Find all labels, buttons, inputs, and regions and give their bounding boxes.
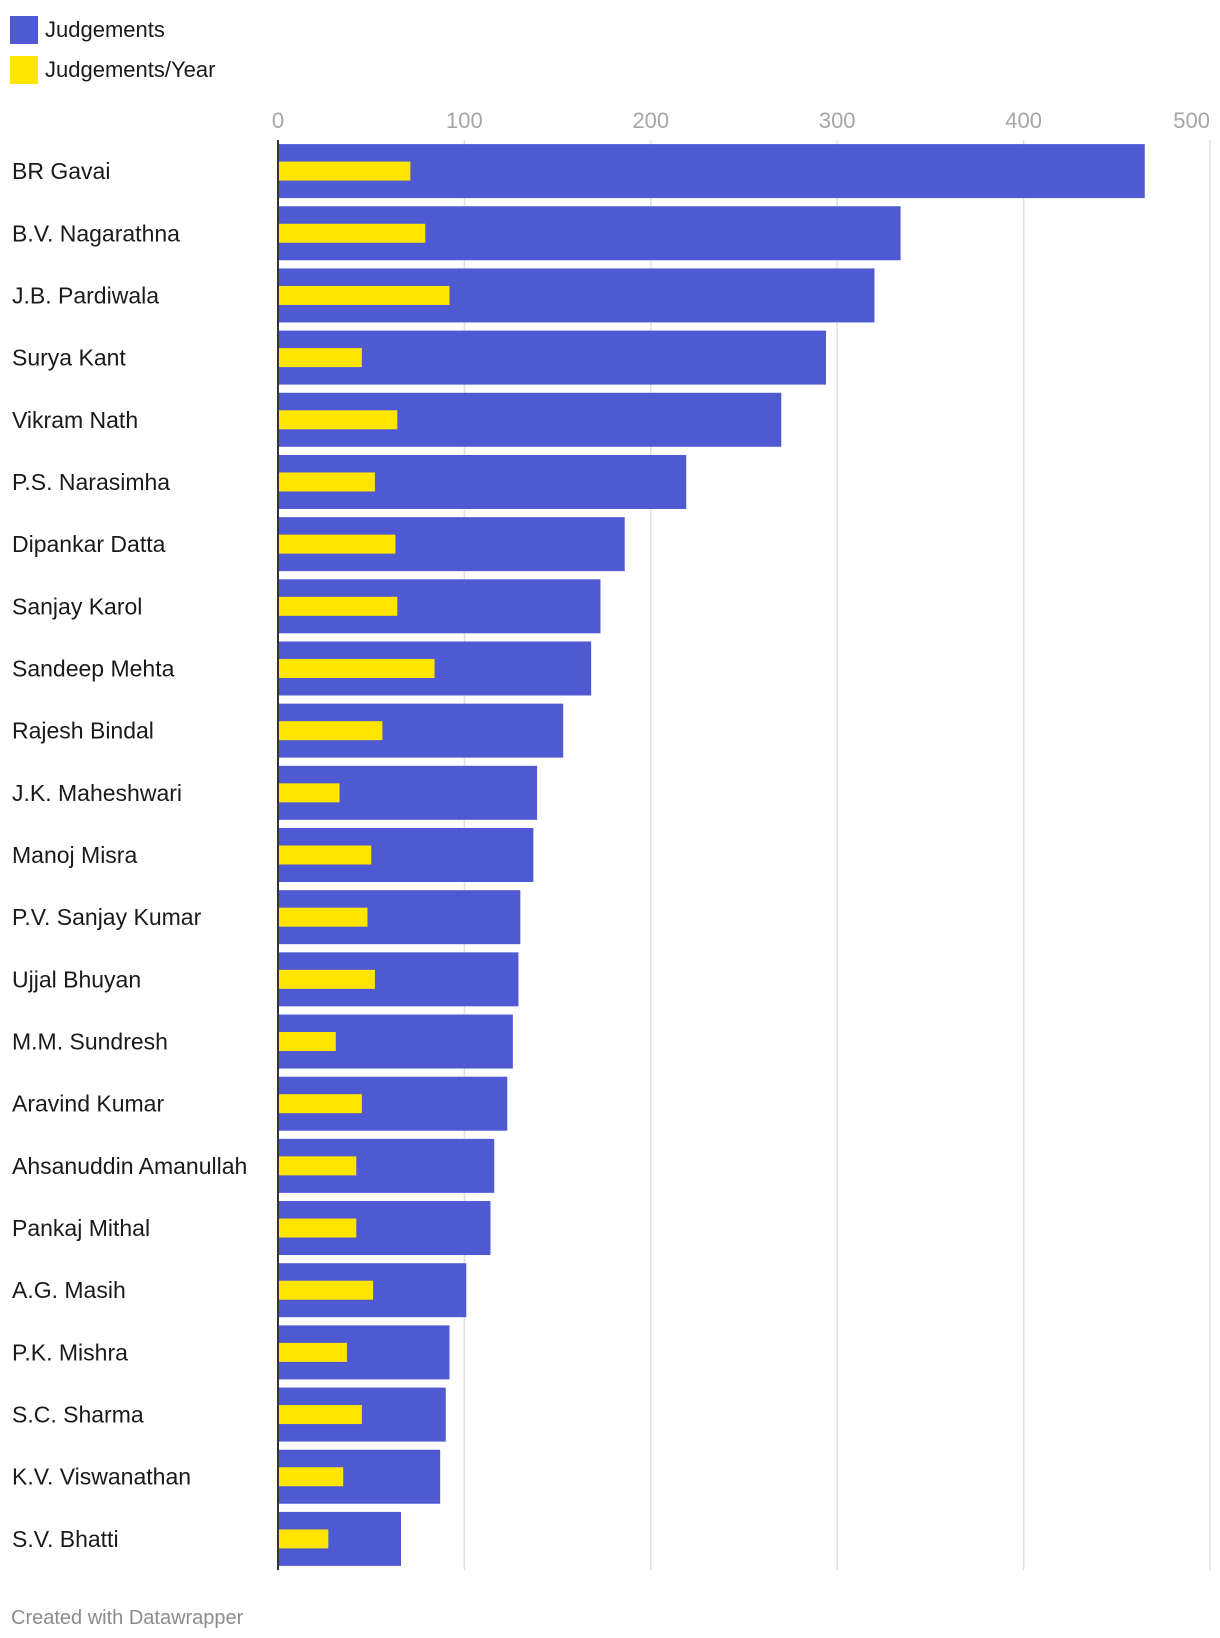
- category-label: Ahsanuddin Amanullah: [12, 1153, 247, 1179]
- bar-judgements-per-year[interactable]: [278, 721, 383, 741]
- legend-swatch-judgements: [10, 16, 38, 44]
- category-label: P.S. Narasimha: [12, 469, 170, 495]
- bar-judgements-per-year[interactable]: [278, 348, 362, 368]
- bar-judgements-per-year[interactable]: [278, 285, 450, 305]
- x-tick-label: 200: [632, 108, 669, 133]
- x-tick-label: 0: [272, 108, 284, 133]
- category-label: K.V. Viswanathan: [12, 1464, 191, 1490]
- bar-judgements-per-year[interactable]: [278, 1529, 329, 1549]
- category-label: M.M. Sundresh: [12, 1029, 168, 1055]
- category-label: Rajesh Bindal: [12, 718, 154, 744]
- category-label: J.K. Maheshwari: [12, 780, 182, 806]
- bar-judgements-per-year[interactable]: [278, 472, 375, 492]
- bar-judgements-per-year[interactable]: [278, 1342, 347, 1362]
- bar-judgements[interactable]: [278, 144, 1145, 199]
- bar-judgements-per-year[interactable]: [278, 658, 435, 678]
- x-tick-label: 500: [1173, 108, 1210, 133]
- footer-credit[interactable]: Created with Datawrapper: [11, 1607, 244, 1629]
- category-label: J.B. Pardiwala: [12, 282, 159, 308]
- legend-swatch-judgements-per-year: [10, 56, 38, 84]
- bar-judgements-per-year[interactable]: [278, 1467, 344, 1487]
- category-label: Dipankar Datta: [12, 531, 166, 557]
- bar-judgements-per-year[interactable]: [278, 1094, 362, 1114]
- category-label: P.V. Sanjay Kumar: [12, 904, 202, 930]
- bar-judgements-per-year[interactable]: [278, 969, 375, 989]
- category-label: Manoj Misra: [12, 842, 137, 868]
- legend-label-judgements-per-year: Judgements/Year: [45, 57, 216, 82]
- category-label: BR Gavai: [12, 158, 110, 184]
- bar-judgements-per-year[interactable]: [278, 223, 426, 243]
- bar-judgements-per-year[interactable]: [278, 1218, 357, 1238]
- category-label: Pankaj Mithal: [12, 1215, 150, 1241]
- category-label: S.V. Bhatti: [12, 1526, 119, 1552]
- category-label: Surya Kant: [12, 345, 126, 371]
- category-label: B.V. Nagarathna: [12, 220, 180, 246]
- bar-judgements-per-year[interactable]: [278, 534, 396, 554]
- bar-chart: 0 100 200 300 400 500 BR Gavai B.V. Nagarathna J…: [12, 108, 1211, 1570]
- bar-judgements-per-year[interactable]: [278, 161, 411, 181]
- legend-label-judgements: Judgements: [45, 17, 165, 42]
- legend-item-judgements-per-year[interactable]: Judgements/Year: [10, 50, 215, 90]
- x-tick-label: 100: [446, 108, 483, 133]
- bar-judgements-per-year[interactable]: [278, 596, 398, 616]
- category-label: Vikram Nath: [12, 407, 138, 433]
- bar-judgements-per-year[interactable]: [278, 1156, 357, 1176]
- category-label: Sanjay Karol: [12, 593, 142, 619]
- bar-judgements-per-year[interactable]: [278, 845, 372, 865]
- x-tick-label: 400: [1005, 108, 1042, 133]
- x-tick-label: 300: [819, 108, 856, 133]
- bar-judgements-per-year[interactable]: [278, 1405, 362, 1425]
- bar-judgements-per-year[interactable]: [278, 907, 368, 927]
- category-label: P.K. Mishra: [12, 1339, 128, 1365]
- category-label: A.G. Masih: [12, 1277, 126, 1303]
- bar-judgements-per-year[interactable]: [278, 1280, 374, 1300]
- category-label: Sandeep Mehta: [12, 655, 175, 681]
- bar-judgements-per-year[interactable]: [278, 783, 340, 803]
- category-label: Aravind Kumar: [12, 1091, 164, 1117]
- legend: Judgements Judgements/Year: [10, 10, 215, 90]
- bar-judgements-per-year[interactable]: [278, 1032, 336, 1052]
- legend-item-judgements[interactable]: Judgements: [10, 10, 215, 50]
- bar-judgements-per-year[interactable]: [278, 410, 398, 430]
- category-label: Ujjal Bhuyan: [12, 966, 141, 992]
- bar-judgements[interactable]: [278, 330, 827, 385]
- category-label: S.C. Sharma: [12, 1402, 144, 1428]
